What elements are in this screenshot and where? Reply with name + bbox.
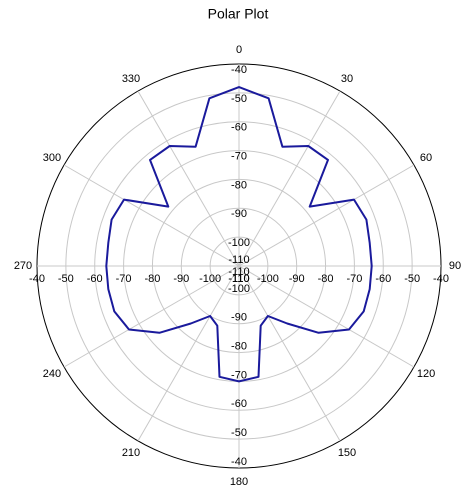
grid-spoke bbox=[63, 265, 240, 368]
r-tick-label: -60 bbox=[231, 122, 247, 134]
r-tick-label: -70 bbox=[116, 273, 132, 285]
data-curve bbox=[105, 86, 373, 383]
r-tick-label: -100 bbox=[257, 273, 279, 285]
angle-label: 330 bbox=[122, 73, 140, 85]
chart-title: Polar Plot bbox=[208, 6, 269, 22]
angle-label: 210 bbox=[122, 447, 140, 459]
r-tick-label: -110 bbox=[228, 254, 249, 266]
angle-label: 0 bbox=[236, 44, 242, 56]
r-tick-label: -80 bbox=[144, 273, 160, 285]
grid-spoke bbox=[238, 90, 341, 267]
r-tick-label: -40 bbox=[29, 273, 45, 285]
r-tick-label: -90 bbox=[231, 312, 247, 324]
grid-spoke bbox=[63, 164, 240, 267]
r-tick-label: -40 bbox=[433, 273, 449, 285]
angle-label: 240 bbox=[43, 368, 61, 380]
r-tick-label: -110 bbox=[228, 266, 249, 278]
r-tick-label: -90 bbox=[173, 273, 189, 285]
r-tick-label: -60 bbox=[375, 273, 391, 285]
r-tick-label: -90 bbox=[231, 208, 247, 220]
angle-label: 300 bbox=[43, 152, 61, 164]
angle-label: 60 bbox=[420, 152, 432, 164]
r-tick-label: -60 bbox=[231, 398, 247, 410]
r-tick-label: -90 bbox=[289, 273, 305, 285]
grid-spoke bbox=[137, 265, 240, 442]
r-tick-label: -40 bbox=[231, 64, 247, 76]
grid-spoke bbox=[137, 90, 240, 267]
r-tick-label: -110 bbox=[228, 273, 249, 285]
angle-label: 120 bbox=[417, 368, 435, 380]
angle-label: 180 bbox=[230, 476, 248, 488]
r-tick-label: -40 bbox=[231, 456, 247, 468]
r-tick-label: -50 bbox=[404, 273, 420, 285]
r-tick-label: -110 bbox=[228, 273, 249, 285]
r-tick-label: -80 bbox=[231, 179, 247, 191]
angle-label: 270 bbox=[14, 260, 32, 272]
grid-spoke bbox=[238, 164, 415, 267]
r-tick-label: -70 bbox=[346, 273, 362, 285]
r-tick-label: -80 bbox=[318, 273, 334, 285]
r-tick-label: -100 bbox=[199, 273, 221, 285]
grid-spoke bbox=[238, 265, 415, 368]
r-tick-label: -50 bbox=[231, 427, 247, 439]
r-tick-label: -50 bbox=[58, 273, 74, 285]
r-tick-label: -80 bbox=[231, 340, 247, 352]
r-tick-label: -70 bbox=[231, 150, 247, 162]
grid-spoke bbox=[238, 265, 341, 442]
r-tick-label: -100 bbox=[228, 283, 250, 295]
r-tick-label: -60 bbox=[87, 273, 103, 285]
angle-label: 30 bbox=[341, 73, 353, 85]
r-tick-label: -100 bbox=[228, 237, 250, 249]
r-tick-label: -50 bbox=[231, 93, 247, 105]
angle-label: 150 bbox=[338, 447, 356, 459]
r-tick-label: -70 bbox=[231, 369, 247, 381]
angle-label: 90 bbox=[449, 260, 461, 272]
